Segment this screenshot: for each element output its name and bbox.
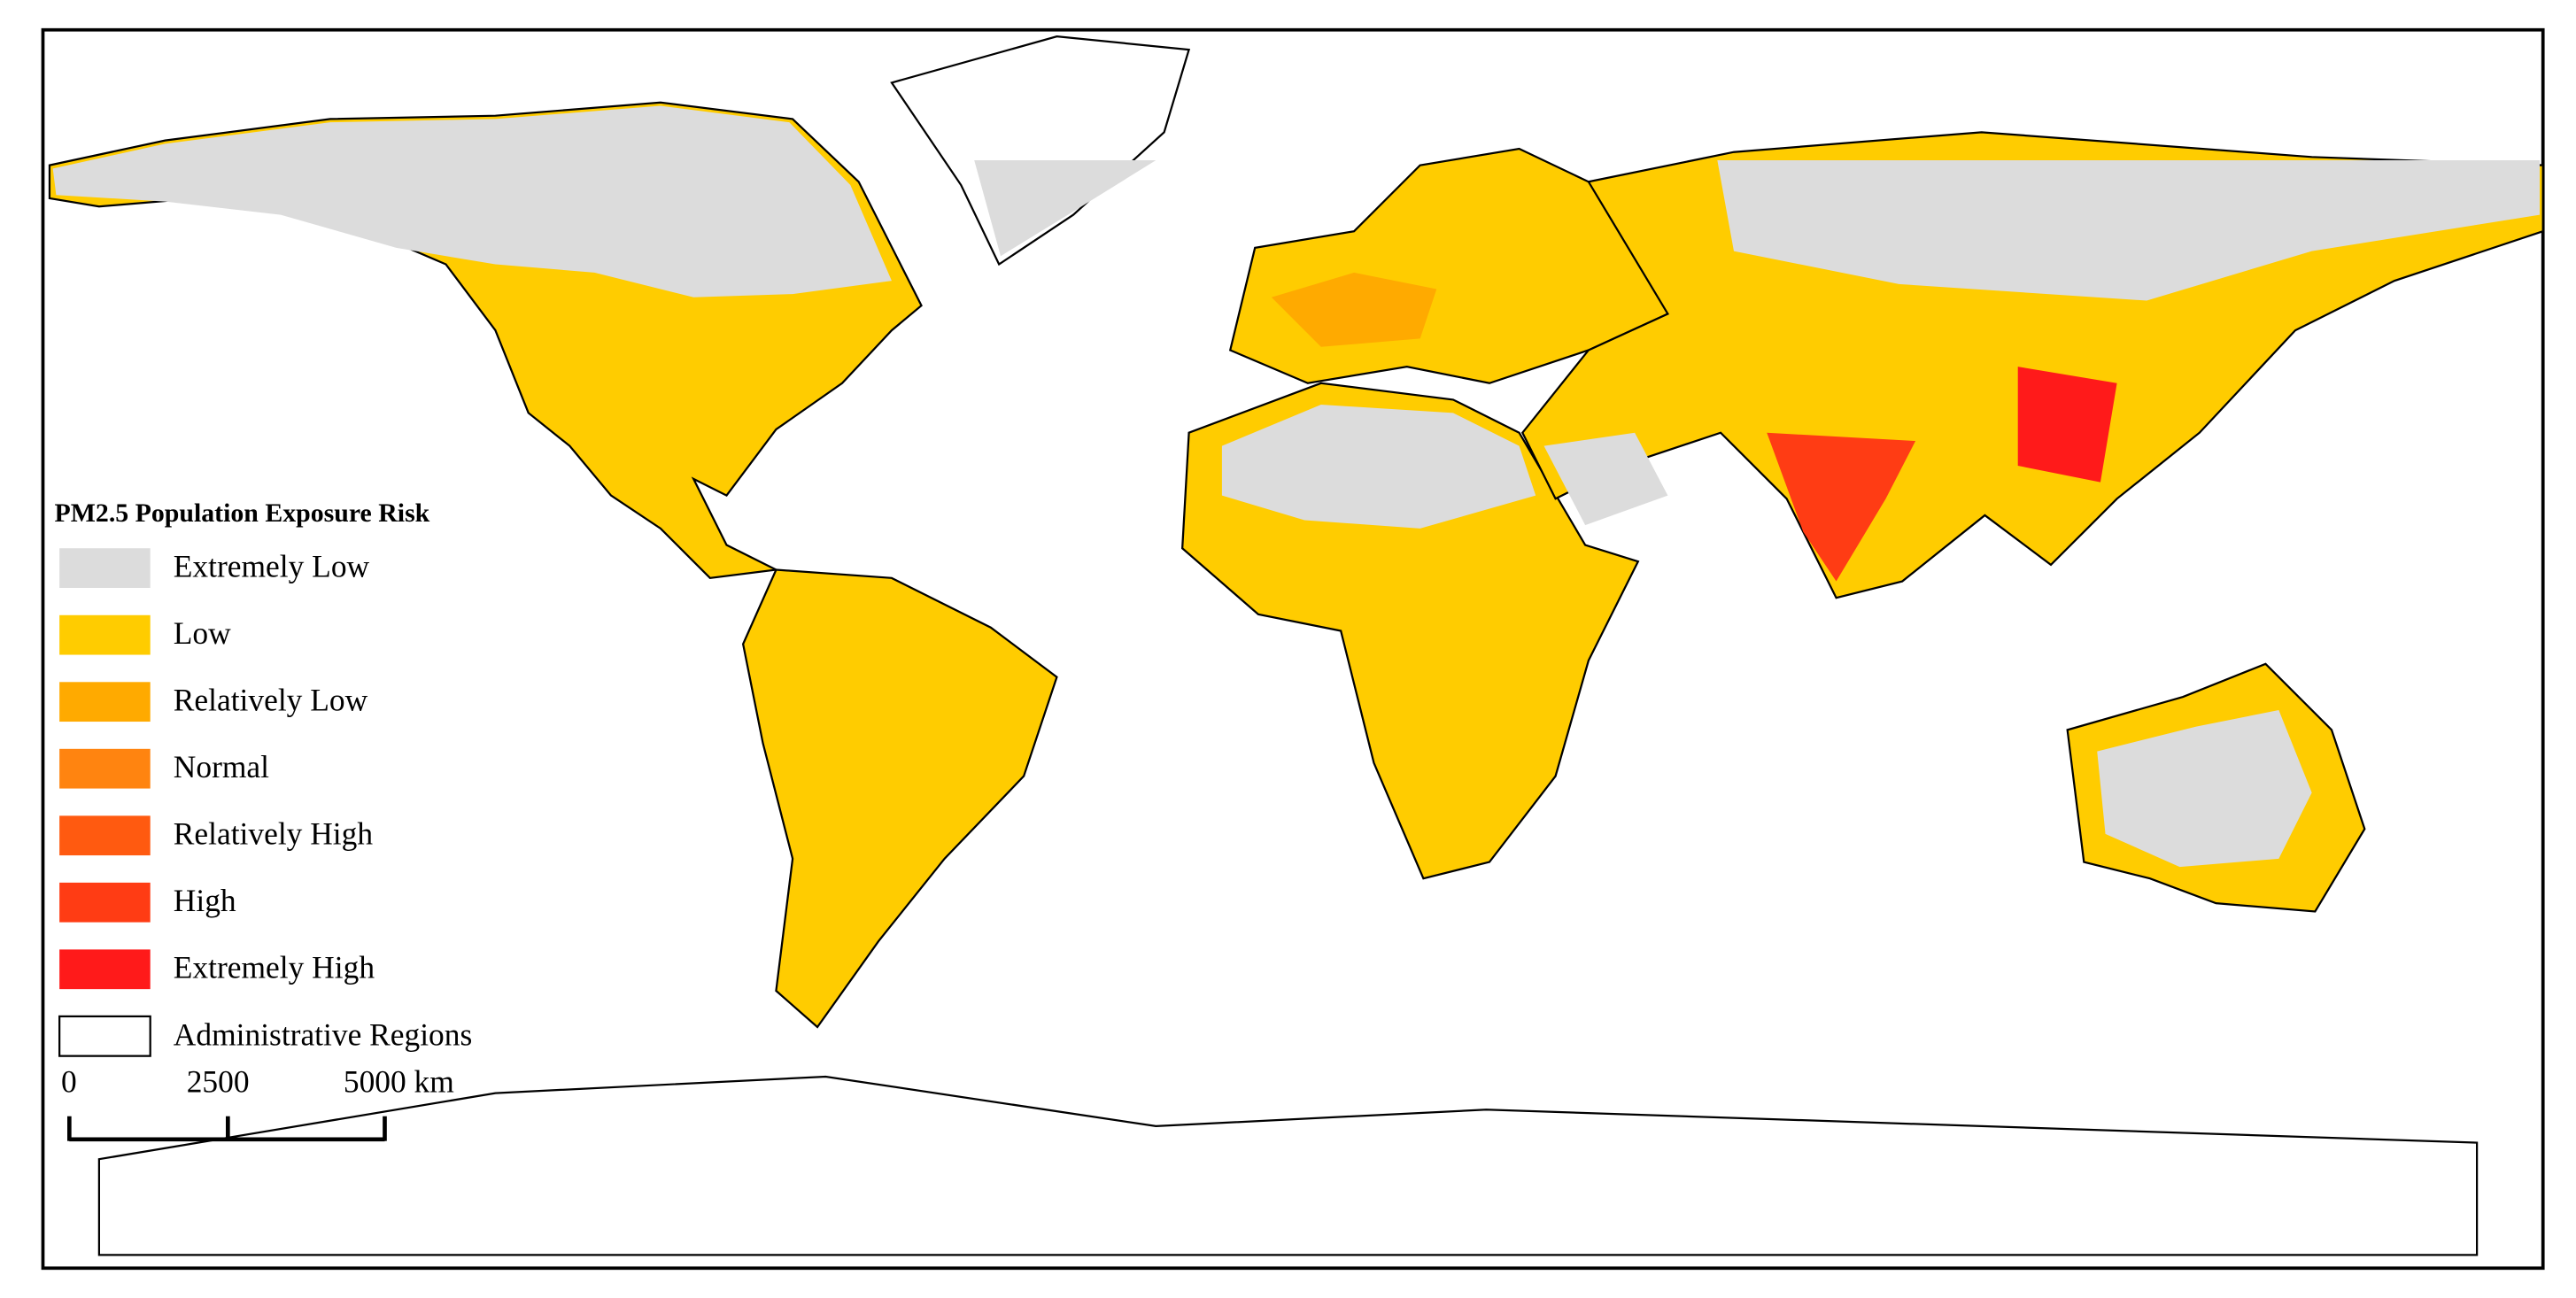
south-america: [741, 568, 1058, 1029]
legend-swatch: [59, 815, 151, 856]
scale-bar: 0 2500 5000 km: [61, 1063, 454, 1142]
legend-swatch: [58, 1015, 151, 1057]
legend-label: Relatively High: [174, 816, 374, 852]
china-high: [2017, 367, 2117, 483]
scale-label: 2500: [187, 1063, 250, 1099]
legend-label: Administrative Regions: [174, 1016, 472, 1052]
legend-label: Extremely High: [174, 950, 375, 985]
legend-label: Extremely Low: [174, 549, 370, 584]
siberia-low: [1717, 160, 2540, 301]
continents: [48, 35, 2544, 1256]
frame: [41, 27, 2545, 1271]
europe-west: [1271, 272, 1437, 347]
legend-label: High: [174, 883, 236, 918]
legend-label: Relatively Low: [174, 683, 368, 718]
greenland-south: [974, 160, 1156, 257]
india-high: [1767, 432, 1916, 582]
legend-label: Normal: [174, 749, 269, 784]
legend-swatch: [59, 882, 151, 923]
antarctica: [97, 1075, 2479, 1256]
legend-title: PM2.5 Population Exposure Risk: [55, 498, 430, 528]
australia-interior: [2097, 709, 2312, 868]
canada-low: [52, 105, 892, 297]
legend-label: Low: [174, 615, 231, 651]
legend-swatch: [59, 614, 151, 655]
scale-label: 0: [61, 1063, 77, 1099]
legend-swatch: [59, 682, 151, 722]
legend: Extremely Low Low Relatively Low Normal Rela…: [58, 548, 472, 1057]
legend-swatch: [59, 748, 151, 789]
scale-label: 5000 km: [344, 1063, 454, 1099]
legend-swatch: [59, 548, 151, 589]
legend-swatch: [59, 949, 151, 990]
sahara: [1221, 405, 1536, 529]
arabia-low: [1543, 432, 1668, 526]
